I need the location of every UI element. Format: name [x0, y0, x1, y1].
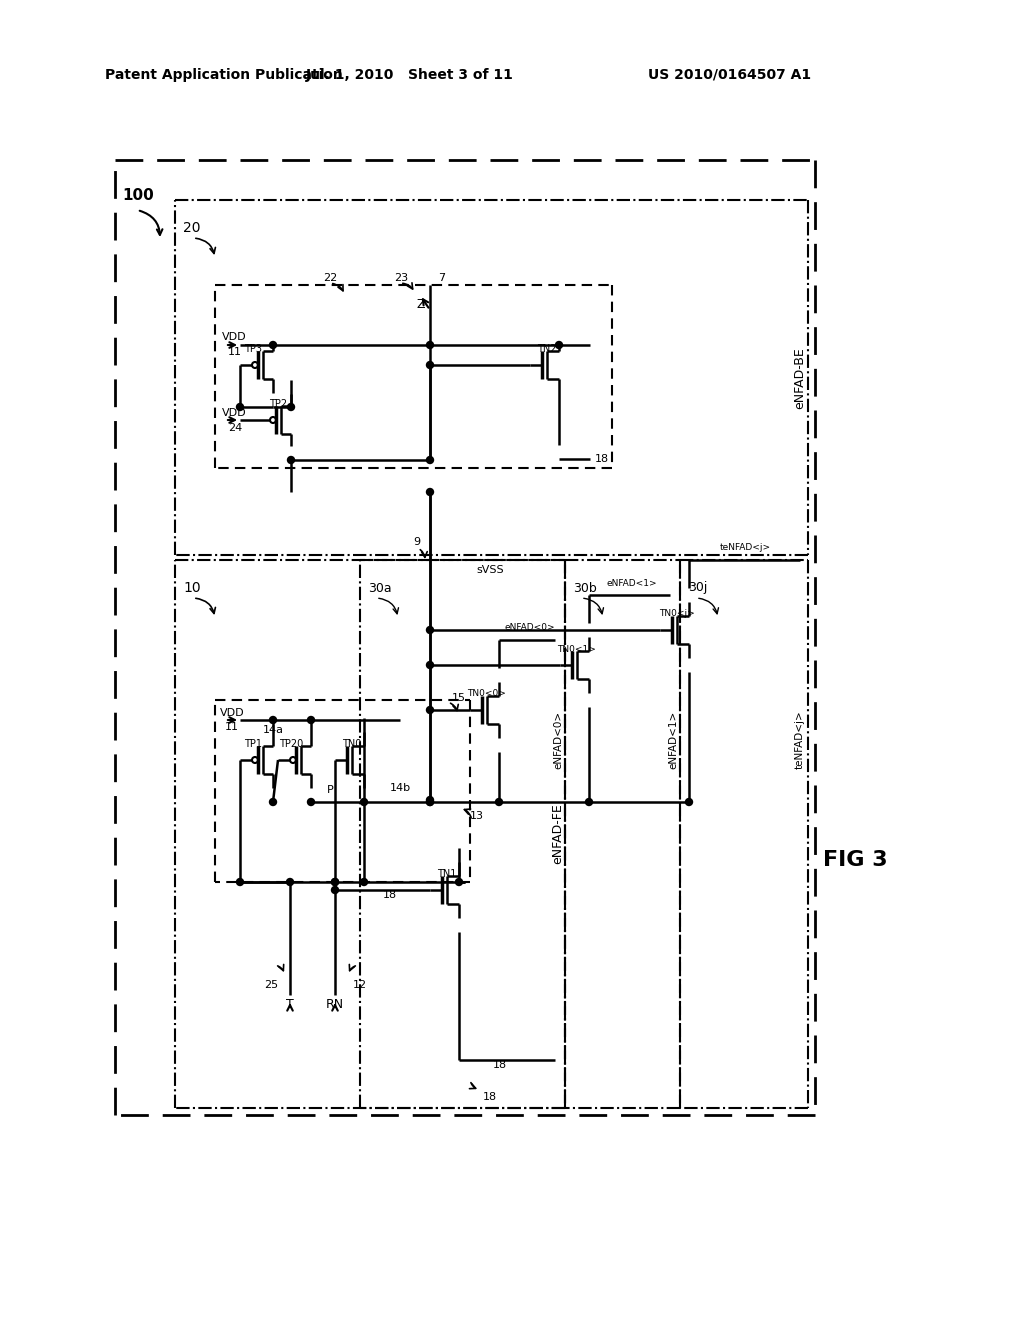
Circle shape [237, 879, 244, 886]
Text: eNFAD<0>: eNFAD<0> [505, 623, 555, 632]
Text: 11: 11 [228, 347, 242, 356]
Text: eNFAD-FE: eNFAD-FE [552, 804, 564, 865]
Circle shape [427, 488, 433, 495]
Circle shape [288, 457, 295, 463]
Text: 18: 18 [493, 1060, 507, 1071]
Text: 100: 100 [122, 187, 154, 202]
Text: RN: RN [326, 998, 344, 1011]
Circle shape [427, 799, 433, 805]
Text: VDD: VDD [222, 333, 247, 342]
Circle shape [427, 627, 433, 634]
Text: eNFAD-BE: eNFAD-BE [794, 347, 807, 409]
Text: 10: 10 [183, 581, 201, 595]
Circle shape [496, 799, 503, 805]
Circle shape [288, 404, 295, 411]
Text: FIG 3: FIG 3 [822, 850, 888, 870]
Text: TN0: TN0 [342, 739, 361, 748]
Circle shape [332, 887, 339, 894]
Text: 12: 12 [353, 979, 368, 990]
Circle shape [269, 717, 276, 723]
Text: eNFAD<1>: eNFAD<1> [606, 578, 657, 587]
Text: TN2: TN2 [538, 345, 557, 354]
Circle shape [427, 799, 433, 805]
Text: 14a: 14a [262, 725, 284, 735]
Circle shape [427, 362, 433, 368]
Text: TP2: TP2 [269, 399, 287, 409]
Circle shape [427, 457, 433, 463]
Text: eNFAD<0>: eNFAD<0> [553, 711, 563, 770]
Text: P: P [327, 785, 334, 795]
Circle shape [307, 799, 314, 805]
Text: eNFAD<1>: eNFAD<1> [668, 711, 678, 770]
Text: 24: 24 [228, 422, 243, 433]
Text: 15: 15 [452, 693, 466, 704]
Circle shape [307, 717, 314, 723]
Text: 18: 18 [483, 1092, 497, 1102]
Text: TP1: TP1 [244, 739, 262, 748]
Text: US 2010/0164507 A1: US 2010/0164507 A1 [648, 69, 812, 82]
Text: TN0<0>: TN0<0> [468, 689, 507, 698]
Text: 7: 7 [438, 273, 445, 282]
Circle shape [360, 799, 368, 805]
Circle shape [269, 342, 276, 348]
Circle shape [332, 879, 339, 886]
Circle shape [427, 342, 433, 348]
Text: 22: 22 [323, 273, 337, 282]
Circle shape [586, 799, 593, 805]
Text: 14b: 14b [389, 783, 411, 793]
Circle shape [427, 661, 433, 668]
Text: 18: 18 [595, 454, 609, 465]
Text: 25: 25 [264, 979, 278, 990]
Text: 11: 11 [225, 722, 239, 733]
Text: Patent Application Publication: Patent Application Publication [105, 69, 343, 82]
Text: TP20: TP20 [279, 739, 303, 748]
Text: VDD: VDD [222, 408, 247, 418]
Text: 30j: 30j [688, 582, 708, 594]
Text: T: T [286, 998, 294, 1011]
Text: TN0<1>: TN0<1> [557, 644, 596, 653]
Text: 9: 9 [413, 537, 420, 546]
Circle shape [427, 796, 433, 804]
Text: TP3: TP3 [244, 345, 262, 354]
Text: Jul. 1, 2010   Sheet 3 of 11: Jul. 1, 2010 Sheet 3 of 11 [306, 69, 514, 82]
Circle shape [685, 799, 692, 805]
Text: 30a: 30a [368, 582, 391, 594]
Text: TN0<j>: TN0<j> [659, 610, 695, 619]
Text: teNFAD<j>: teNFAD<j> [720, 544, 771, 553]
Text: 23: 23 [394, 273, 409, 282]
Circle shape [332, 879, 339, 886]
Circle shape [237, 404, 244, 411]
Text: 13: 13 [470, 810, 484, 821]
Text: 18: 18 [383, 890, 397, 900]
Text: 30b: 30b [573, 582, 597, 594]
Circle shape [269, 799, 276, 805]
Text: teNFAD<j>: teNFAD<j> [795, 710, 805, 770]
Text: Z: Z [417, 298, 425, 312]
Circle shape [555, 342, 562, 348]
Circle shape [287, 879, 294, 886]
Circle shape [456, 879, 463, 886]
Text: sVSS: sVSS [476, 565, 504, 576]
Text: VDD: VDD [220, 708, 245, 718]
Circle shape [360, 879, 368, 886]
Text: 20: 20 [183, 220, 201, 235]
Circle shape [427, 706, 433, 714]
Text: TN1: TN1 [437, 869, 457, 879]
